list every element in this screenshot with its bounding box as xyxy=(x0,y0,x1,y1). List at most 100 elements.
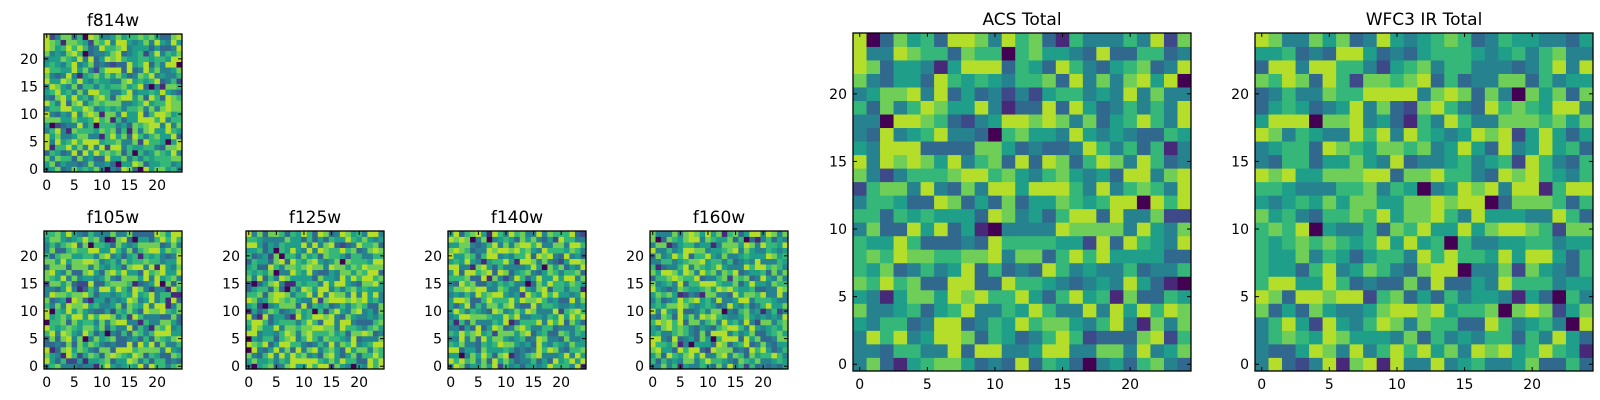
heatmap-cell xyxy=(126,236,133,243)
heatmap-cell xyxy=(893,276,908,291)
heatmap-cell xyxy=(988,73,1003,88)
heatmap-cell xyxy=(110,39,117,46)
heatmap-cell xyxy=(655,341,662,348)
heatmap-cell xyxy=(66,89,72,96)
heatmap-cell xyxy=(154,149,161,156)
heatmap-cell xyxy=(121,78,128,85)
heatmap-cell xyxy=(1322,46,1337,61)
heatmap-cell xyxy=(866,276,881,291)
heatmap-cell xyxy=(1390,208,1405,223)
heatmap-cell xyxy=(154,319,161,326)
heatmap-cell xyxy=(49,34,56,40)
heatmap-cell xyxy=(1498,276,1513,291)
heatmap-cell xyxy=(530,297,537,304)
heatmap-cell xyxy=(694,352,701,359)
heatmap-cell xyxy=(672,297,678,304)
heatmap-cell xyxy=(148,269,155,276)
heatmap-cell xyxy=(508,346,515,353)
heatmap-cell xyxy=(1538,343,1553,358)
heatmap-cell xyxy=(268,324,274,331)
heatmap-cell xyxy=(530,242,537,248)
heatmap-cell xyxy=(295,313,302,320)
heatmap-cell xyxy=(165,155,172,162)
heatmap-cell xyxy=(279,363,286,370)
heatmap-cell xyxy=(1295,195,1310,210)
heatmap-cell xyxy=(159,236,166,243)
heatmap-cell xyxy=(301,275,308,282)
heatmap-cell xyxy=(470,236,476,243)
heatmap-cell xyxy=(569,335,576,342)
heatmap-cell xyxy=(165,138,172,145)
heatmap-cell xyxy=(974,289,989,304)
heatmap-cell xyxy=(88,264,95,271)
heatmap-cell xyxy=(99,78,106,85)
heatmap-cell xyxy=(1268,100,1283,115)
heatmap-cell xyxy=(580,330,587,337)
heatmap-cell xyxy=(721,335,728,342)
heatmap-cell xyxy=(552,357,559,364)
heatmap-cell xyxy=(159,313,166,320)
heatmap-cell xyxy=(1322,222,1337,237)
axes-frame-f105w xyxy=(43,230,183,370)
heatmap-cell xyxy=(486,242,493,248)
heatmap-cell xyxy=(1390,235,1405,250)
heatmap-cell xyxy=(273,297,280,304)
heatmap-cell xyxy=(93,56,100,62)
heatmap-cell xyxy=(55,297,61,304)
heatmap-cell xyxy=(268,275,274,282)
heatmap-cell xyxy=(126,72,133,79)
heatmap-cell xyxy=(1163,73,1178,88)
heatmap-cell xyxy=(49,302,56,309)
heatmap-cell xyxy=(710,313,717,320)
heatmap-cell xyxy=(1001,181,1016,196)
y-tick-label: 10 xyxy=(829,222,847,238)
heatmap-cell xyxy=(71,258,78,265)
heatmap-cell xyxy=(1457,127,1472,142)
heatmap-cell xyxy=(1001,154,1016,169)
heatmap-cell xyxy=(782,275,789,282)
heatmap-cell xyxy=(126,144,133,151)
heatmap-cell xyxy=(148,78,155,85)
heatmap-cell xyxy=(574,352,581,359)
heatmap-cell xyxy=(1511,249,1526,264)
heatmap-cell xyxy=(1525,262,1540,277)
heatmap-cell xyxy=(148,127,155,134)
heatmap-cell xyxy=(716,346,723,353)
heatmap-cell xyxy=(126,155,133,162)
heatmap-cell xyxy=(672,247,678,254)
heatmap-cell xyxy=(1042,330,1057,345)
heatmap-cell xyxy=(552,275,559,282)
heatmap-cell xyxy=(547,363,554,370)
heatmap-cell xyxy=(49,133,56,140)
heatmap-cell xyxy=(317,269,324,276)
heatmap-cell xyxy=(738,247,745,254)
heatmap-cell xyxy=(93,269,100,276)
heatmap-cell xyxy=(148,357,155,364)
x-tick-label: 15 xyxy=(121,375,139,391)
heatmap-cell xyxy=(1309,73,1323,88)
heatmap-cell xyxy=(1525,222,1540,237)
heatmap-cell xyxy=(71,138,78,145)
heatmap-cell xyxy=(563,302,570,309)
heatmap-cell xyxy=(525,363,532,370)
heatmap-cell xyxy=(880,195,894,210)
heatmap-cell xyxy=(672,346,678,353)
heatmap-cell xyxy=(666,291,673,298)
heatmap-cell xyxy=(143,330,150,337)
heatmap-cell xyxy=(1150,100,1165,115)
heatmap-cell xyxy=(760,324,767,331)
heatmap-cell xyxy=(738,231,745,237)
heatmap-cell xyxy=(115,39,122,46)
heatmap-cell xyxy=(312,357,319,364)
heatmap-cell xyxy=(1268,262,1283,277)
heatmap-cell xyxy=(110,313,117,320)
heatmap-cell xyxy=(55,105,61,112)
heatmap-cell xyxy=(655,363,662,370)
heatmap-cell xyxy=(453,346,460,353)
heatmap-cell xyxy=(961,46,976,61)
heatmap-cell xyxy=(317,335,324,342)
heatmap-cell xyxy=(1444,154,1459,169)
heatmap-cell xyxy=(1123,127,1138,142)
heatmap-cell xyxy=(552,297,559,304)
heatmap-cell xyxy=(176,302,183,309)
